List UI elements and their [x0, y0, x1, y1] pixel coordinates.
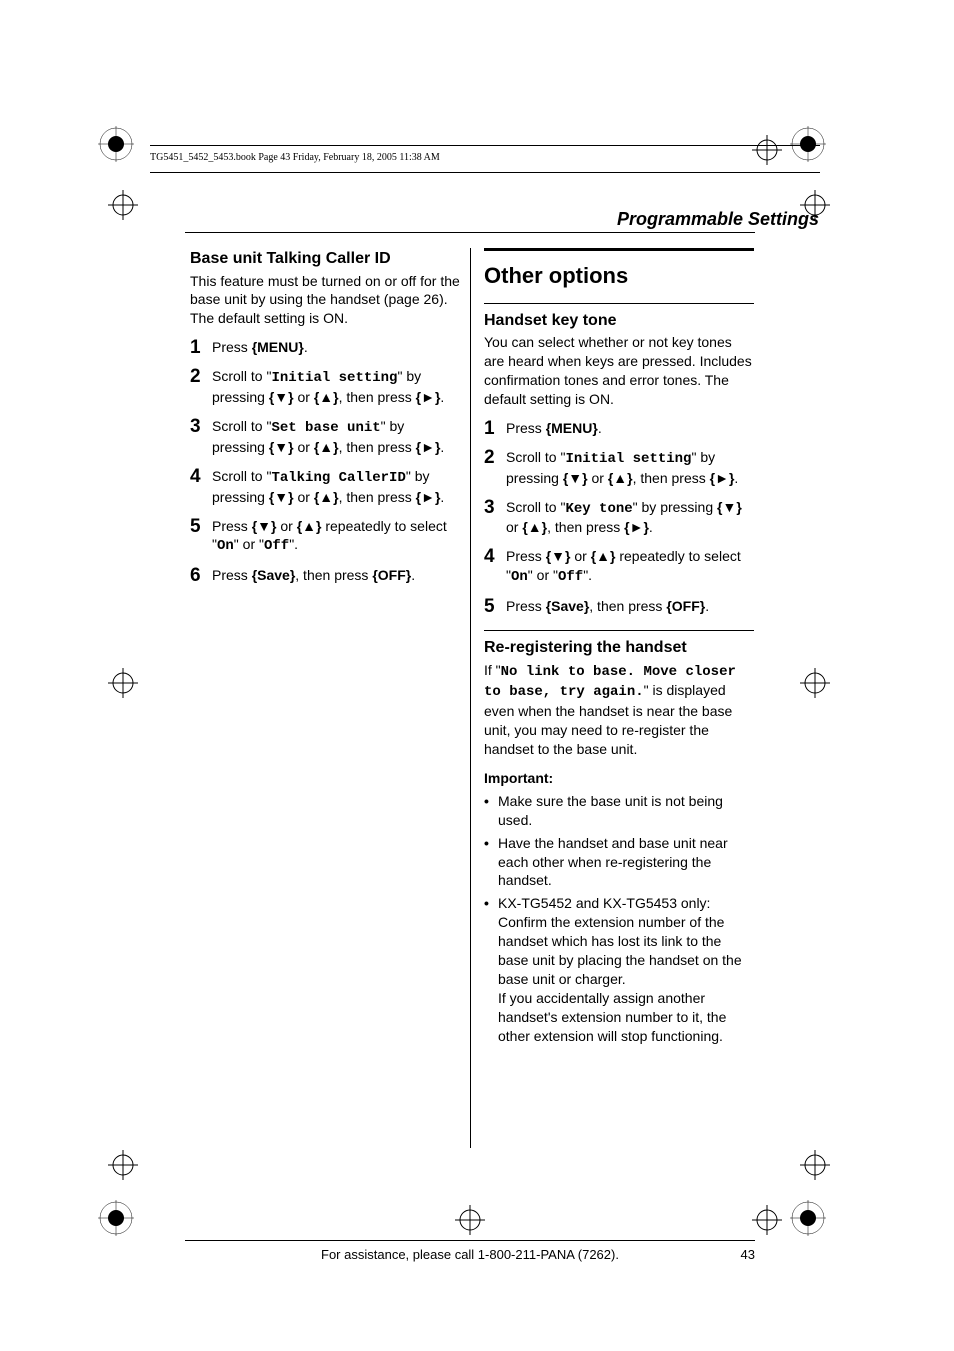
crop-crown-icon — [98, 126, 134, 162]
thick-rule — [484, 248, 754, 251]
section-title: Programmable Settings — [617, 209, 819, 230]
page-footer: For assistance, please call 1-800-211-PA… — [185, 1240, 755, 1262]
key-menu: {MENU} — [252, 339, 304, 355]
thin-rule — [484, 303, 754, 304]
subsection-title: Handset key tone — [484, 310, 754, 332]
bullet-list: Make sure the base unit is not being use… — [484, 792, 754, 1046]
subsection-title: Re-registering the handset — [484, 637, 754, 659]
main-title: Other options — [484, 261, 754, 291]
registration-mark-icon — [800, 668, 830, 698]
left-column: Base unit Talking Caller ID This feature… — [190, 248, 460, 595]
registration-mark-icon — [752, 1205, 782, 1235]
down-icon: ▼ — [274, 439, 288, 455]
key-save: {Save} — [252, 567, 296, 583]
key-off: {OFF} — [372, 567, 411, 583]
crop-line — [150, 145, 820, 146]
down-icon: ▼ — [257, 518, 271, 534]
bullet-item: KX-TG5452 and KX-TG5453 only: Confirm th… — [484, 894, 754, 1045]
down-icon: ▼ — [274, 489, 288, 505]
up-icon: ▲ — [596, 548, 610, 564]
step-item: Press {Save}, then press {OFF}. — [484, 597, 754, 616]
up-icon: ▲ — [613, 470, 627, 486]
right-icon: ► — [630, 519, 644, 535]
right-icon: ► — [421, 439, 435, 455]
step-item: Scroll to "Initial setting" by pressing … — [190, 367, 460, 407]
steps-list: Press {MENU}. Scroll to "Initial setting… — [484, 419, 754, 616]
crop-crown-icon — [790, 126, 826, 162]
footer-assist: For assistance, please call 1-800-211-PA… — [185, 1247, 755, 1262]
registration-mark-icon — [455, 1205, 485, 1235]
section-rule — [185, 232, 755, 233]
right-icon: ► — [715, 470, 729, 486]
step-item: Press {▼} or {▲} repeatedly to select "O… — [484, 547, 754, 587]
crop-crown-icon — [790, 1200, 826, 1236]
column-divider — [470, 248, 471, 1148]
step-item: Press {MENU}. — [484, 419, 754, 438]
registration-mark-icon — [108, 668, 138, 698]
down-icon: ▼ — [722, 499, 736, 515]
crop-crown-icon — [98, 1200, 134, 1236]
thin-rule — [484, 630, 754, 631]
down-icon: ▼ — [551, 548, 565, 564]
intro-text: If "No link to base. Move closer to base… — [484, 661, 754, 759]
page-number: 43 — [741, 1247, 755, 1262]
crop-header-text: TG5451_5452_5453.book Page 43 Friday, Fe… — [150, 152, 440, 163]
registration-mark-icon — [752, 135, 782, 165]
down-icon: ▼ — [568, 470, 582, 486]
step-item: Scroll to "Initial setting" by pressing … — [484, 448, 754, 488]
important-label: Important: — [484, 769, 754, 788]
key-menu: {MENU} — [546, 420, 598, 436]
up-icon: ▲ — [528, 519, 542, 535]
steps-list: Press {MENU}. Scroll to "Initial setting… — [190, 338, 460, 585]
bullet-item: Have the handset and base unit near each… — [484, 834, 754, 891]
registration-mark-icon — [108, 190, 138, 220]
down-icon: ▼ — [274, 389, 288, 405]
bullet-item: Make sure the base unit is not being use… — [484, 792, 754, 830]
up-icon: ▲ — [302, 518, 316, 534]
step-item: Scroll to "Set base unit" by pressing {▼… — [190, 417, 460, 457]
intro-text: You can select whether or not key tones … — [484, 333, 754, 409]
key-save: {Save} — [546, 598, 590, 614]
intro-text: This feature must be turned on or off fo… — [190, 272, 460, 329]
step-item: Scroll to "Key tone" by pressing {▼} or … — [484, 498, 754, 538]
step-item: Press {Save}, then press {OFF}. — [190, 566, 460, 585]
step-item: Press {MENU}. — [190, 338, 460, 357]
right-icon: ► — [421, 489, 435, 505]
right-column: Other options Handset key tone You can s… — [484, 248, 754, 1049]
right-icon: ► — [421, 389, 435, 405]
step-item: Press {▼} or {▲} repeatedly to select "O… — [190, 517, 460, 557]
key-off: {OFF} — [666, 598, 705, 614]
up-icon: ▲ — [319, 389, 333, 405]
crop-line — [150, 172, 820, 173]
up-icon: ▲ — [319, 489, 333, 505]
up-icon: ▲ — [319, 439, 333, 455]
registration-mark-icon — [108, 1150, 138, 1180]
subsection-title: Base unit Talking Caller ID — [190, 248, 460, 270]
registration-mark-icon — [800, 1150, 830, 1180]
step-item: Scroll to "Talking CallerID" by pressing… — [190, 467, 460, 507]
